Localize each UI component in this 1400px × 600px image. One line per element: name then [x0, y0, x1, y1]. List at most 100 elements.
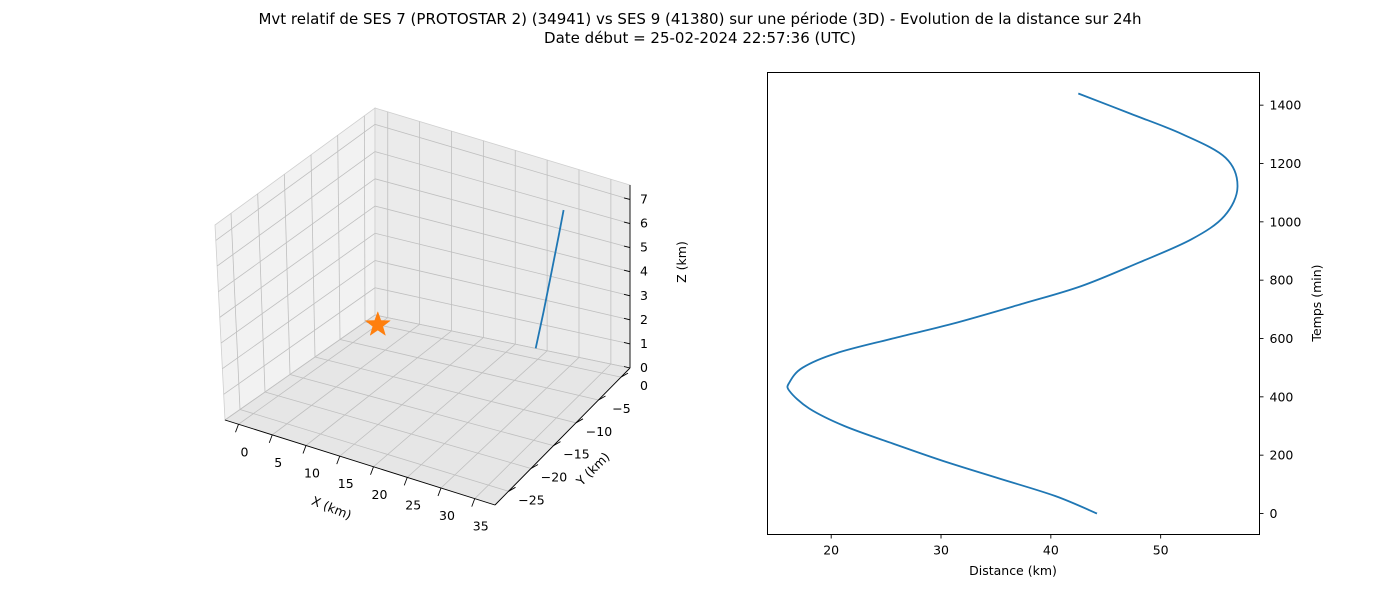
x-tick-label: 5: [274, 455, 282, 470]
z-grid-left-3: [220, 232, 376, 344]
z-grid-left-2: [222, 260, 376, 370]
z-tick-label: 2: [640, 312, 648, 327]
series-2d: [786, 92, 1239, 515]
series-3d: [364, 209, 565, 349]
z-tick-7: [623, 197, 631, 200]
y-axis-line: [494, 367, 631, 506]
axes-3d: 0 5 10 15 20 25 30 35 0 −5−10 −15 −20 −25 0 1 2 3 4 5 6 7: [224, 185, 648, 534]
z-tick-label: 7: [640, 191, 648, 206]
z-grid-back-2: [374, 260, 631, 321]
y-grid-floor-2: [314, 356, 577, 424]
y-grid-left-0: [363, 115, 366, 323]
x-tick-label: 20: [372, 487, 388, 502]
z-grid-back-6: [374, 151, 631, 224]
plot-2d: 20 30 40 50 0 200 400 600 800 1000 1200 1400 Distan…: [767, 72, 1324, 578]
y-tick-label-2d: 0: [1270, 506, 1278, 521]
x-tick-3: [336, 455, 341, 465]
chart-subtitle: Date début = 25-02-2024 22:57:36 (UTC): [544, 29, 856, 47]
x-tick-label-2d: 40: [1043, 543, 1059, 558]
x-tick-label: 15: [338, 476, 354, 491]
z-grid-back-5: [374, 178, 631, 248]
z-tick-2: [623, 317, 631, 321]
y-grid-left-2: [310, 154, 316, 358]
z-tick-0: [623, 366, 631, 369]
y-grid-left-1: [337, 135, 341, 340]
y-tick-label-2d: 1000: [1270, 214, 1302, 229]
x-axis-label-2d: Distance (km): [969, 563, 1057, 578]
y-grid-floor-5: [239, 409, 509, 492]
x-grid-floor-0: [238, 317, 388, 425]
x-tick-label: 10: [304, 466, 320, 481]
y-tick-label-2d: 600: [1270, 331, 1294, 346]
x-grid-floor-6: [440, 357, 580, 489]
x-grid-floor-3: [339, 337, 484, 457]
y-grid-left-4: [257, 193, 266, 393]
y-grid-left-5: [230, 213, 241, 410]
y-tick-label: −20: [541, 469, 567, 484]
x-tick-4: [370, 466, 374, 475]
plot-3d: 0 5 10 15 20 25 30 35 0 −5−10 −15 −20 −25 0 1 2 3 4 5 6 7 X …: [214, 107, 689, 534]
x-grid-floor-4: [373, 343, 516, 468]
z-tick-label: 3: [640, 288, 648, 303]
x-tick-label-2d: 20: [823, 543, 839, 558]
z-grid-back-4: [374, 205, 631, 273]
y-grid-floor-4: [264, 391, 532, 469]
y-tick-label: 0: [640, 378, 648, 393]
x-axis-line: [224, 419, 496, 506]
x-grid-floor-1: [272, 323, 420, 436]
z-grid-left-1: [223, 287, 376, 395]
z-grid-back-3: [374, 232, 631, 297]
z-tick-label: 0: [640, 360, 648, 375]
z-tick-label: 4: [640, 264, 648, 279]
origin-star-marker: [364, 311, 391, 336]
x-tick-1: [268, 434, 273, 444]
z-grid-left-4: [219, 205, 376, 318]
y-tick-label-2d: 400: [1270, 389, 1294, 404]
y-tick-label: −25: [518, 492, 544, 507]
x-tick-label: 30: [439, 508, 455, 523]
y-tick-label-2d: 800: [1270, 273, 1294, 288]
y-tick-label: −10: [586, 424, 612, 439]
z-tick-3: [623, 293, 631, 297]
x-tick-7: [471, 498, 476, 507]
z-tick-label: 6: [640, 216, 648, 231]
z-axis-label: Z (km): [674, 241, 689, 283]
x-grid-floor-5: [406, 350, 548, 478]
y-grid-floor-3: [289, 374, 554, 447]
grid-3d: [215, 111, 631, 499]
z-tick-label: 1: [640, 336, 648, 351]
x-tick-6: [437, 487, 442, 497]
plot-frame: [767, 72, 1260, 535]
x-tick-2: [302, 445, 307, 454]
x-tick-label: 0: [241, 444, 249, 459]
z-grid-left-7: [215, 124, 376, 241]
y-tick-label-2d: 200: [1270, 448, 1294, 463]
z-tick-5: [623, 245, 631, 249]
z-grid-left-6: [216, 151, 376, 267]
x-axis-label: X (km): [310, 493, 354, 523]
x-tick-label: 25: [405, 497, 421, 512]
x-tick-0: [235, 424, 239, 433]
y-tick-label: −5: [612, 401, 630, 416]
axes-2d: 20 30 40 50 0 200 400 600 800 1000 1200 1400: [823, 98, 1301, 558]
x-tick-5: [403, 477, 408, 486]
x-grid-floor-2: [305, 330, 452, 446]
x-grid-floor-7: [474, 363, 612, 499]
y-axis-label-2d: Temps (min): [1309, 264, 1324, 342]
x-tick-label: 35: [473, 519, 489, 534]
z-tick-1: [623, 341, 631, 345]
z-tick-4: [623, 269, 631, 273]
y-tick-label-2d: 1400: [1270, 98, 1302, 113]
y-grid-floor-1: [339, 339, 599, 401]
y-grid-floor-0: [364, 321, 622, 378]
z-grid-back-0: [374, 314, 631, 369]
series-line-3d: [534, 209, 565, 349]
x-tick-label-2d: 50: [1153, 543, 1169, 558]
z-grid-left-0: [224, 314, 376, 421]
x-tick-label-2d: 30: [933, 543, 949, 558]
series-line-2d: [786, 92, 1239, 515]
y-grid-left-3: [283, 174, 291, 375]
z-grid-back-1: [374, 287, 631, 345]
z-grid-left-5: [218, 178, 376, 293]
